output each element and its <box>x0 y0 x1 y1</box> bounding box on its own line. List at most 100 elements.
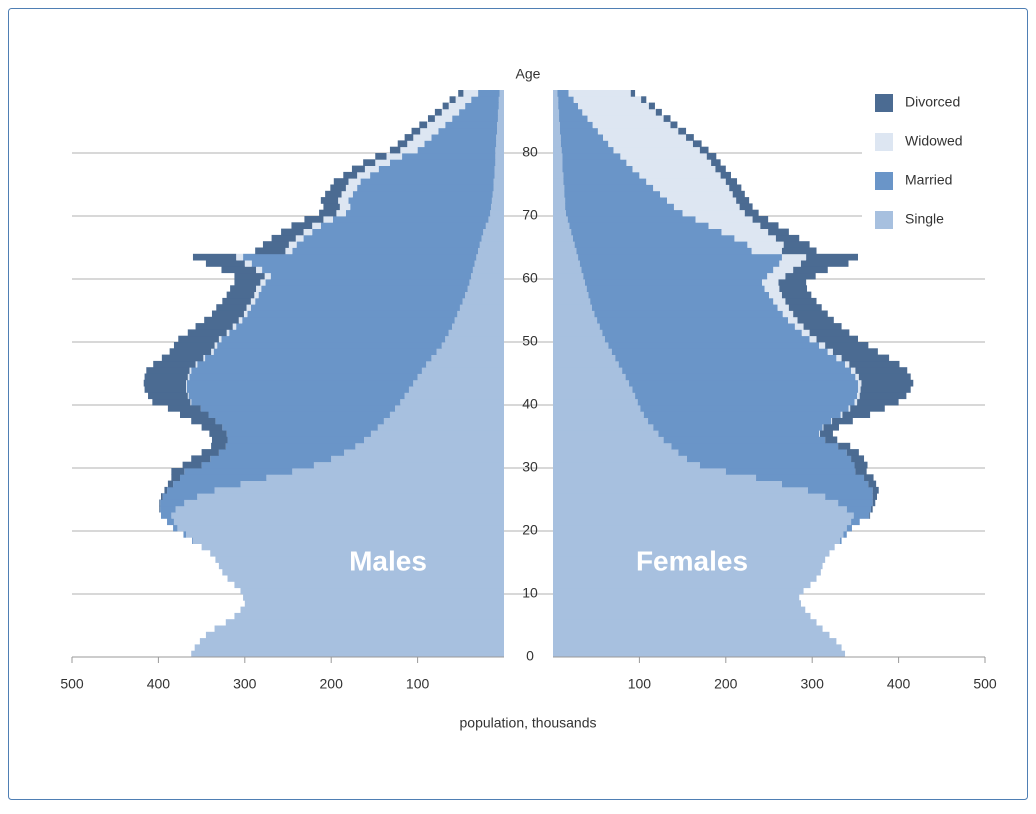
bar <box>343 171 358 179</box>
bar <box>243 594 504 601</box>
bar <box>553 203 566 211</box>
bar <box>553 297 591 305</box>
legend-label: Widowed <box>905 133 963 149</box>
bar <box>777 304 789 311</box>
bar <box>288 241 297 248</box>
bar <box>583 272 768 280</box>
bar <box>734 234 776 242</box>
bar <box>822 423 824 431</box>
bar <box>445 335 504 343</box>
bar <box>236 253 244 261</box>
bar <box>648 102 655 110</box>
bar <box>553 461 700 469</box>
bar <box>854 461 868 469</box>
bar <box>695 216 753 223</box>
bar <box>265 279 470 286</box>
bar <box>692 140 702 148</box>
bar <box>565 203 674 211</box>
bar <box>496 134 504 141</box>
bar <box>767 272 786 280</box>
bar <box>205 354 432 362</box>
bar <box>485 222 504 229</box>
bar <box>210 455 332 463</box>
bar <box>234 612 504 620</box>
bar <box>404 392 504 400</box>
bar <box>801 329 810 337</box>
bar <box>400 398 504 406</box>
bar <box>345 184 358 192</box>
bar <box>497 121 504 129</box>
bar <box>383 417 504 425</box>
bar <box>579 260 780 267</box>
bar <box>762 279 779 286</box>
bar <box>643 411 841 418</box>
bar <box>764 285 780 292</box>
bar <box>553 562 823 570</box>
bar <box>332 216 489 223</box>
bar <box>225 442 356 450</box>
bar <box>553 291 589 299</box>
bar <box>736 197 750 204</box>
bar <box>445 121 498 129</box>
bar <box>492 190 504 198</box>
bar <box>838 499 873 507</box>
bar <box>851 367 856 374</box>
bar <box>622 367 852 374</box>
bar <box>472 266 504 274</box>
bar <box>655 108 662 116</box>
y-tick-label: 40 <box>522 396 538 412</box>
bar <box>855 468 867 475</box>
bar <box>465 291 504 299</box>
bar <box>215 417 384 425</box>
bar <box>187 373 190 381</box>
bar <box>658 430 820 437</box>
bar <box>843 531 847 538</box>
bar <box>553 171 564 179</box>
bar <box>857 398 899 406</box>
bar <box>292 247 479 255</box>
bar <box>825 493 873 500</box>
bar <box>861 379 914 387</box>
bar <box>459 108 498 116</box>
bar <box>417 146 496 154</box>
bar <box>463 90 479 97</box>
bar <box>194 644 505 652</box>
bar <box>840 411 843 418</box>
bar <box>720 171 731 179</box>
bar <box>857 386 861 393</box>
bar <box>281 228 304 236</box>
bar <box>339 203 351 211</box>
bar <box>620 153 707 160</box>
bar <box>553 115 560 122</box>
bar <box>747 241 784 248</box>
legend-swatch <box>875 172 893 190</box>
bar <box>188 392 405 400</box>
bar <box>553 108 560 116</box>
bar <box>781 291 812 299</box>
bar <box>632 165 716 173</box>
bar <box>785 272 816 280</box>
bar <box>454 316 504 324</box>
bar <box>816 335 858 343</box>
bar <box>255 247 286 255</box>
bar <box>562 153 621 160</box>
bar <box>667 197 737 204</box>
bar <box>350 203 492 211</box>
bar <box>164 486 168 494</box>
y-tick-label: 10 <box>522 585 538 601</box>
bar <box>431 134 497 141</box>
bar <box>708 222 761 229</box>
bar <box>375 153 387 160</box>
bar <box>184 468 293 475</box>
bar <box>341 190 353 198</box>
bar <box>553 342 609 349</box>
bar <box>783 241 810 248</box>
bar <box>197 493 504 500</box>
bar <box>553 178 564 185</box>
legend-swatch <box>875 211 893 229</box>
bar <box>211 436 228 444</box>
bar <box>186 379 414 387</box>
bar <box>218 562 504 570</box>
legend: Single Married Widowed Divorced <box>862 84 1012 240</box>
bar <box>173 524 178 532</box>
